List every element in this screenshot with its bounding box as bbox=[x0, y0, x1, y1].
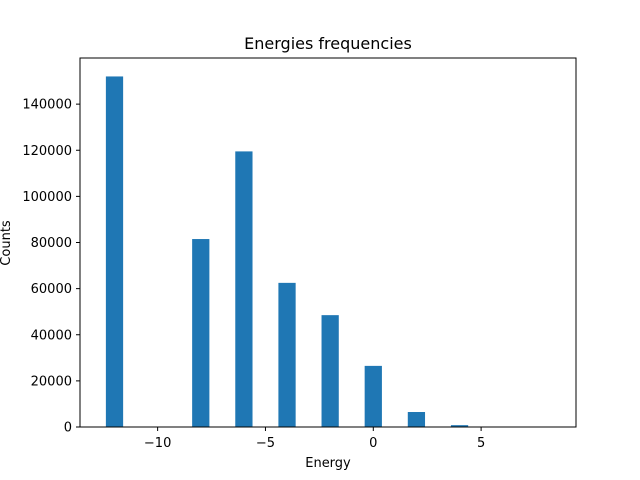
histogram-bar-6 bbox=[364, 365, 382, 427]
y-axis: 0 20000 40000 60000 80000 100000 120000 140000 bbox=[22, 98, 80, 436]
y-tick-label: 80000 bbox=[31, 236, 72, 251]
histogram-bar-3 bbox=[235, 151, 253, 427]
y-tick-label: 140000 bbox=[22, 98, 72, 113]
x-tick-label: 5 bbox=[477, 436, 485, 451]
histogram-bar-1 bbox=[105, 76, 124, 427]
histogram-bar-7 bbox=[407, 412, 426, 427]
y-tick-label: 0 bbox=[64, 421, 72, 436]
y-tick-label: 100000 bbox=[22, 190, 72, 205]
histogram-bar-5 bbox=[321, 315, 339, 427]
y-tick-label: 40000 bbox=[31, 328, 72, 343]
histogram-bar-2 bbox=[192, 239, 210, 427]
chart-title: Energies frequencies bbox=[244, 34, 412, 53]
y-tick-label: 60000 bbox=[31, 282, 72, 297]
x-tick-label: 0 bbox=[369, 436, 377, 451]
histogram-bar-8 bbox=[450, 425, 469, 427]
x-tick-label: −10 bbox=[144, 436, 171, 451]
y-tick-label: 120000 bbox=[22, 144, 72, 159]
x-axis: −10 −5 0 5 bbox=[144, 427, 485, 451]
y-axis-label: Counts bbox=[0, 220, 14, 266]
x-tick-label: −5 bbox=[256, 436, 275, 451]
histogram-bar-4 bbox=[278, 282, 296, 427]
y-tick-label: 20000 bbox=[31, 374, 72, 389]
bars-group bbox=[105, 76, 469, 427]
x-axis-label: Energy bbox=[305, 456, 351, 471]
